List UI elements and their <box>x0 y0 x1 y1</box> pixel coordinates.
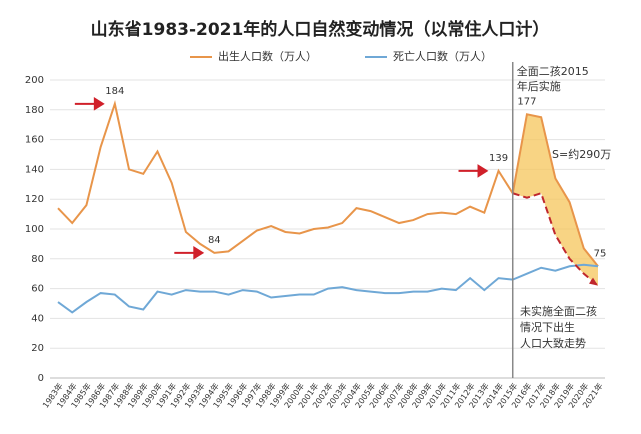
annotation: 未实施全面二孩 <box>520 304 597 318</box>
annotation: 全面二孩2015 <box>517 64 589 78</box>
annotation: S=约290万 <box>552 148 611 161</box>
y-tick-label: 0 <box>38 373 44 384</box>
data-label: 75 <box>594 248 607 259</box>
y-tick-label: 200 <box>25 75 44 86</box>
annotation: 年后实施 <box>517 79 561 93</box>
y-tick-label: 180 <box>25 105 44 116</box>
legend-label: 出生人口数（万人） <box>218 49 317 63</box>
y-tick-label: 60 <box>31 284 44 295</box>
series-line <box>57 263 599 314</box>
series-line <box>57 100 599 267</box>
data-label: 184 <box>105 86 124 97</box>
projection-line <box>512 191 599 287</box>
legend-label: 死亡人口数（万人） <box>393 49 492 63</box>
y-tick-label: 140 <box>25 164 44 175</box>
pointer-arrow <box>458 164 489 178</box>
y-tick-label: 100 <box>25 224 44 235</box>
pointer-arrow <box>174 246 205 260</box>
annotation: 情况下出生 <box>520 320 575 334</box>
data-label: 139 <box>489 153 508 164</box>
y-tick-label: 40 <box>31 313 44 324</box>
y-tick-label: 120 <box>25 194 44 205</box>
annotation: 人口大致走势 <box>520 336 586 350</box>
chart-title: 山东省1983-2021年的人口自然变动情况（以常住人口计） <box>91 19 550 40</box>
data-label: 84 <box>208 235 221 246</box>
shaded-area <box>512 114 598 286</box>
arrow-head <box>589 277 598 286</box>
y-tick-label: 80 <box>31 254 44 265</box>
y-tick-label: 160 <box>25 135 44 146</box>
data-label: 177 <box>517 96 536 107</box>
y-tick-label: 20 <box>31 343 44 354</box>
pointer-arrow <box>74 97 105 111</box>
